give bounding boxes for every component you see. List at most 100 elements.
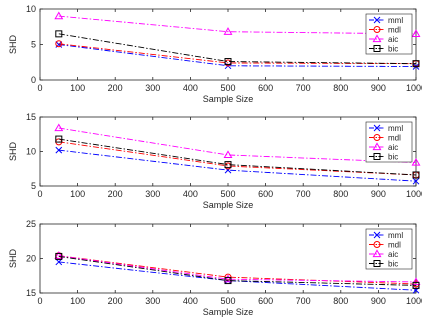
x-tick-label: 500	[220, 189, 235, 199]
series-line-mdl	[58, 255, 417, 285]
x-tick-label: 500	[220, 83, 235, 93]
plot-area	[39, 223, 417, 294]
legend-marker-aic	[372, 142, 382, 151]
data-point-bic	[412, 281, 420, 289]
x-tick-label: 900	[371, 296, 386, 306]
data-point-bic	[412, 171, 420, 179]
legend-label-bic: bic	[388, 152, 398, 161]
y-axis-label: SHD	[8, 35, 18, 55]
series-line-mdl	[58, 43, 417, 65]
legend-marker-mdl	[373, 241, 381, 248]
legend-entry-bic: bic	[369, 152, 398, 161]
data-point-mml	[55, 146, 63, 154]
data-point-bic	[55, 252, 63, 260]
x-axis-label: Sample Size	[203, 94, 254, 104]
series-aic	[54, 123, 421, 166]
data-point-mdl	[55, 40, 63, 48]
x-tick-label: 200	[108, 83, 123, 93]
data-point-aic	[411, 157, 421, 166]
legend-label-aic: aic	[388, 35, 398, 44]
legend-label-aic: aic	[388, 143, 398, 152]
series-aic	[54, 251, 421, 286]
data-point-aic	[223, 150, 233, 159]
legend-marker-aic	[372, 249, 382, 258]
legend-entry-mml: mml	[369, 231, 403, 240]
plot-area	[39, 8, 417, 81]
legend-marker-mml-stroke-b	[373, 231, 381, 239]
data-point-aic	[54, 123, 64, 132]
series-line-mml	[58, 44, 417, 67]
data-point-mml-stroke-b	[412, 177, 420, 185]
x-tick-label: 800	[333, 189, 348, 199]
series-bic	[55, 30, 420, 68]
data-point-bic	[412, 60, 420, 68]
legend-marker-aic	[372, 34, 382, 43]
legend-marker-mml-stroke-b	[373, 16, 381, 24]
data-point-mml	[412, 177, 420, 185]
legend-marker-mml	[373, 16, 381, 24]
legend-entry-mdl: mdl	[369, 240, 401, 249]
x-tick-label: 600	[258, 83, 273, 93]
data-point-aic	[54, 251, 64, 259]
series-line-mdl	[58, 141, 417, 176]
y-tick-label: 0	[31, 75, 36, 85]
data-point-mml	[55, 258, 63, 266]
series-line-bic	[58, 138, 417, 176]
data-point-bic	[224, 58, 232, 66]
legend-entry-bic: bic	[369, 44, 398, 53]
x-tick-label: 100	[70, 189, 85, 199]
x-tick-label: 800	[333, 83, 348, 93]
legend-label-mdl: mdl	[388, 240, 401, 249]
x-tick-label: 700	[296, 189, 311, 199]
y-tick-label: 15	[26, 112, 36, 122]
y-axis-label: SHD	[8, 142, 18, 162]
legend-label-bic: bic	[388, 259, 398, 268]
legend-entry-bic: bic	[369, 259, 398, 268]
series-line-bic	[58, 255, 417, 286]
data-point-bic	[224, 161, 232, 169]
legend-label-mdl: mdl	[388, 25, 401, 34]
series-aic	[54, 11, 421, 37]
legend-marker-bic	[373, 45, 381, 52]
x-tick-label: 0	[37, 189, 42, 199]
legend-entry-mml: mml	[369, 16, 403, 25]
legend-entry-aic: aic	[369, 34, 398, 44]
x-tick-label: 0	[37, 83, 42, 93]
legend-marker-bic	[373, 260, 381, 267]
y-tick-label: 10	[26, 4, 36, 14]
y-axis-label: SHD	[8, 249, 18, 269]
series-line-aic	[58, 15, 417, 35]
data-point-aic	[411, 277, 421, 286]
data-point-mml-stroke-b	[55, 258, 63, 266]
x-tick-label: 0	[37, 296, 42, 306]
y-tick-label: 20	[26, 254, 36, 264]
data-point-bic	[55, 30, 63, 38]
legend-marker-mml-stroke-b	[373, 124, 381, 132]
legend-marker-mdl	[373, 134, 381, 141]
data-point-aic	[54, 11, 64, 20]
legend-label-mml: mml	[388, 231, 403, 240]
legend-label-mdl: mdl	[388, 133, 401, 142]
x-tick-label: 100	[70, 296, 85, 306]
legend-label-bic: bic	[388, 44, 398, 53]
legend-label-aic: aic	[388, 250, 398, 259]
data-point-bic	[55, 135, 63, 143]
x-tick-label: 600	[258, 189, 273, 199]
x-tick-label: 700	[296, 83, 311, 93]
legend-marker-mml	[373, 124, 381, 132]
legend-marker-bic	[373, 153, 381, 160]
x-tick-label: 200	[108, 189, 123, 199]
x-axis-label: Sample Size	[203, 200, 254, 210]
x-tick-label: 500	[220, 296, 235, 306]
legend-entry-mdl: mdl	[369, 133, 401, 142]
legend-entry-aic: aic	[369, 249, 398, 259]
x-axis-label: Sample Size	[203, 307, 254, 317]
